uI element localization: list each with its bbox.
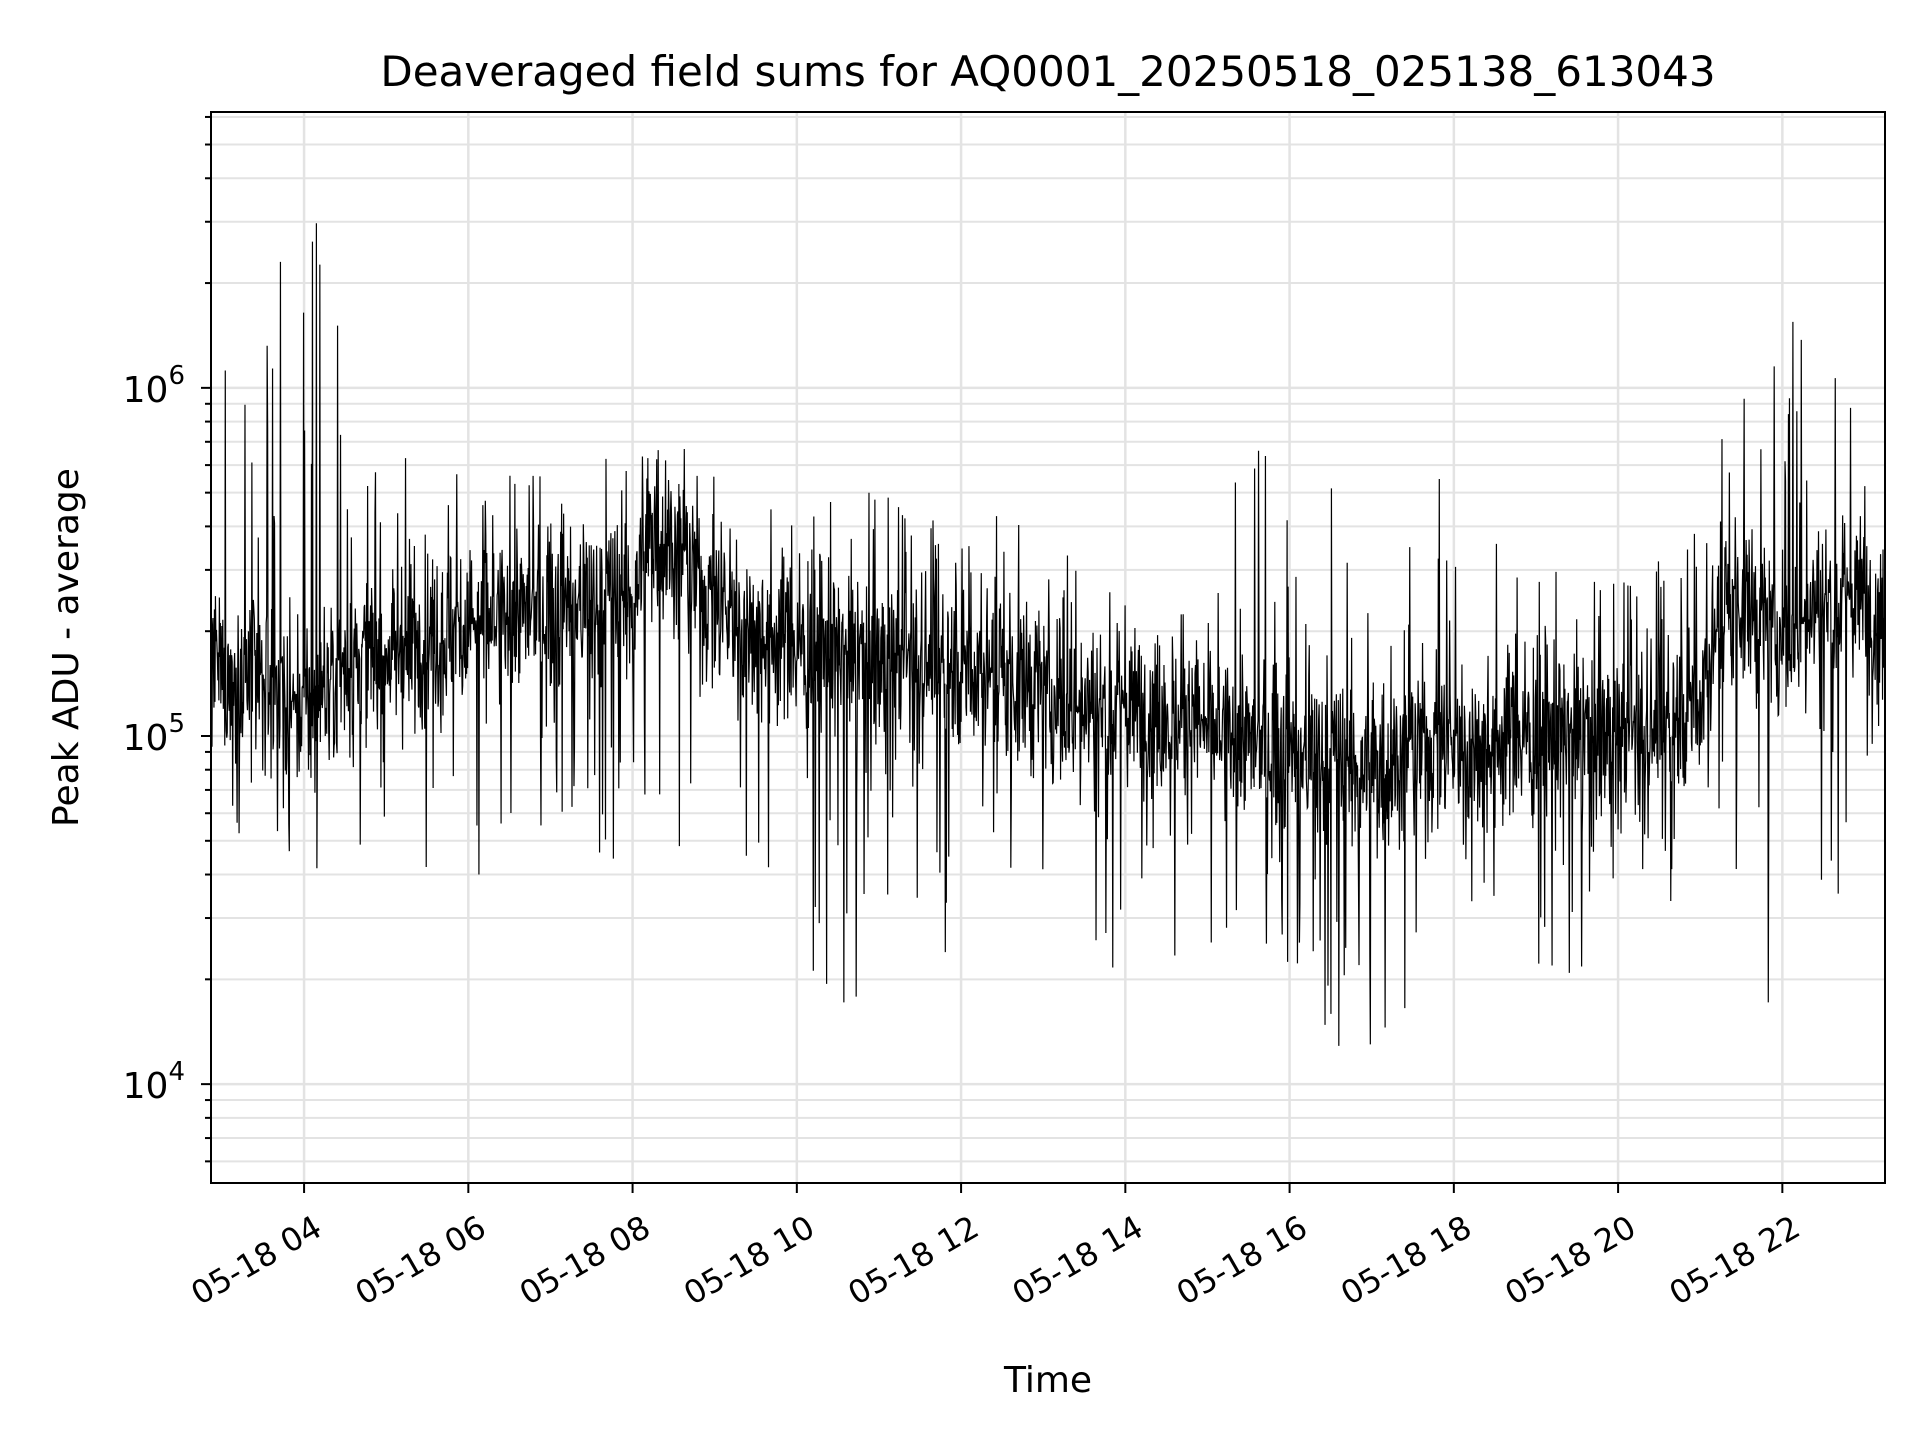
y-tick-label-exponent: 5 [168, 709, 185, 739]
grid-layer [211, 112, 1885, 1183]
y-axis-label: Peak ADU - average [46, 468, 87, 827]
y-tick-label: 105 [123, 709, 185, 759]
x-axis-label: Time [1003, 1360, 1092, 1401]
y-tick-label-base: 10 [123, 370, 169, 411]
data-layer [210, 223, 1886, 1046]
y-tick-label: 106 [123, 361, 185, 411]
chart-title: Deaveraged field sums for AQ0001_2025051… [380, 47, 1715, 96]
y-tick-label-base: 10 [123, 718, 169, 759]
y-tick-label-exponent: 6 [168, 361, 185, 391]
y-tick-label-exponent: 4 [168, 1057, 185, 1087]
y-tick-label: 104 [123, 1057, 185, 1107]
series-line [210, 223, 1886, 1046]
y-tick-label-base: 10 [123, 1066, 169, 1107]
plot-frame [210, 111, 1886, 1184]
